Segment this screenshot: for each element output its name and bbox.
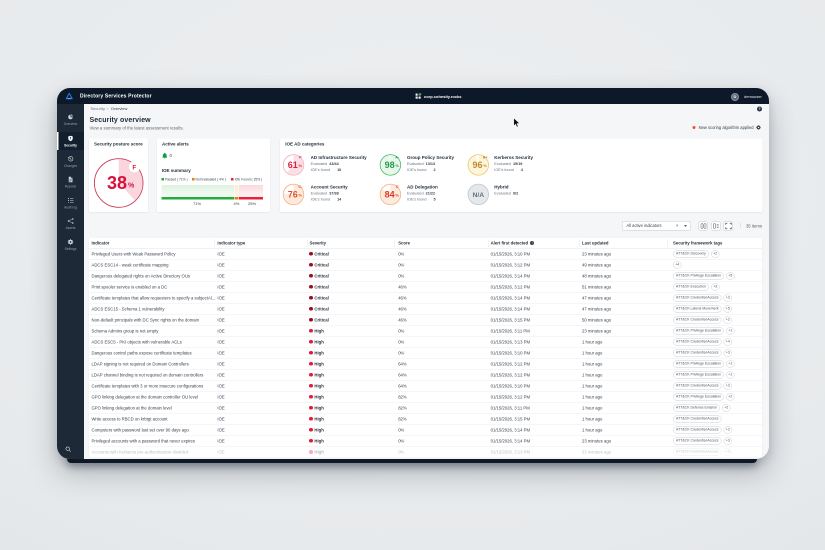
svg-text:98: 98 <box>385 160 395 170</box>
svg-text:96: 96 <box>473 160 483 170</box>
svg-text:%: % <box>395 163 399 168</box>
svg-text:%: % <box>395 193 399 198</box>
svg-text:A-: A- <box>395 156 400 160</box>
svg-text:N/A: N/A <box>472 192 484 199</box>
svg-text:76: 76 <box>288 189 298 199</box>
svg-text:84: 84 <box>385 189 395 199</box>
svg-text:%: % <box>299 163 303 168</box>
svg-text:B+: B+ <box>483 156 489 160</box>
svg-text:F: F <box>299 156 302 160</box>
svg-text:%: % <box>299 193 303 198</box>
svg-text:F: F <box>132 164 136 171</box>
svg-text:%: % <box>483 163 487 168</box>
svg-text:61: 61 <box>288 160 298 170</box>
svg-text:C-: C- <box>298 185 303 189</box>
svg-text:%: % <box>128 183 135 190</box>
svg-text:C: C <box>396 185 399 189</box>
svg-text:38: 38 <box>107 173 127 193</box>
